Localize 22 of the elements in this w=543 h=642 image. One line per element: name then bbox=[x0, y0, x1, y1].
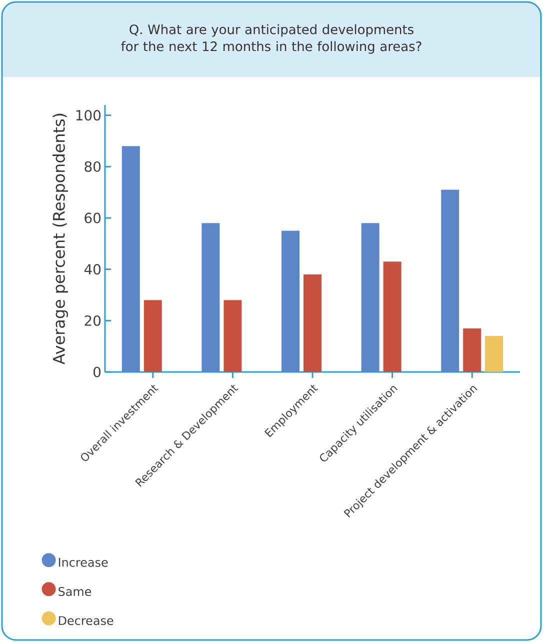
bar bbox=[383, 262, 402, 372]
y-tick-label: 20 bbox=[84, 315, 101, 326]
y-tick-label: 60 bbox=[84, 212, 101, 224]
chart-title: Q. What are your anticipated developments for the next 12 months in the following areas? bbox=[121, 24, 422, 54]
legend-label: Same bbox=[58, 586, 92, 596]
bar bbox=[361, 223, 380, 372]
bar bbox=[463, 328, 482, 372]
bar bbox=[485, 336, 504, 372]
y-tick-label: 100 bbox=[76, 110, 101, 121]
bar bbox=[303, 274, 322, 372]
bar bbox=[281, 230, 300, 372]
bar bbox=[144, 300, 162, 372]
legend-label: Decrease bbox=[58, 616, 114, 626]
bar bbox=[224, 300, 242, 372]
y-tick-label: 80 bbox=[84, 161, 101, 172]
y-axis-title: Average percent (Respondents) bbox=[52, 114, 68, 364]
y-tick-label: 0 bbox=[94, 366, 101, 378]
y-tick-label: 40 bbox=[84, 264, 101, 275]
bar bbox=[441, 190, 460, 372]
bar bbox=[122, 146, 140, 372]
bar bbox=[202, 223, 220, 372]
legend-label: Increase bbox=[58, 558, 108, 567]
